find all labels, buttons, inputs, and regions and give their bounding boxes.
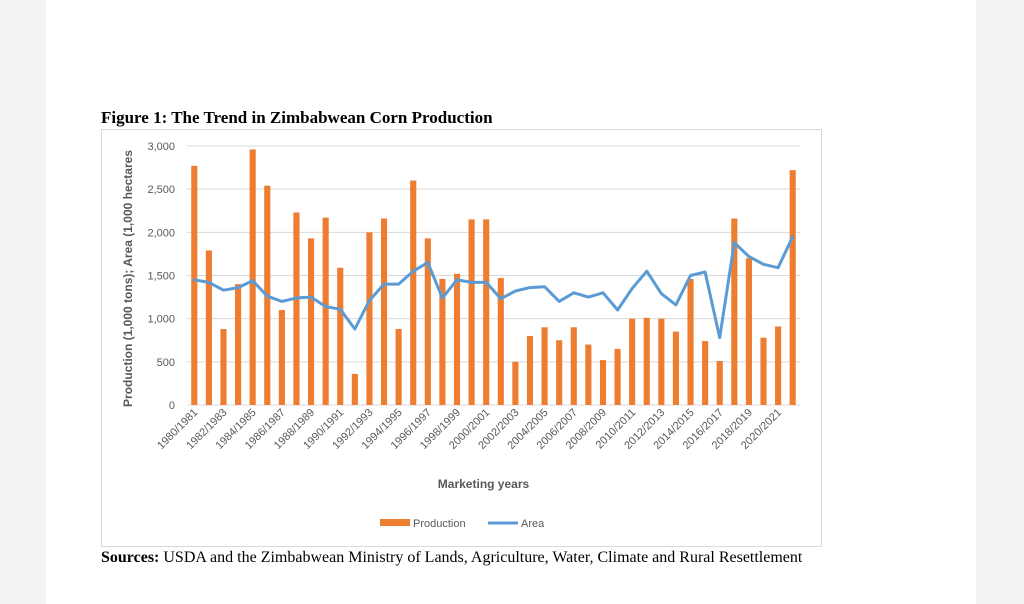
sources-label: Sources: bbox=[101, 549, 160, 566]
area-series-line bbox=[192, 235, 795, 340]
production-bar bbox=[410, 180, 417, 405]
production-bar bbox=[585, 344, 592, 405]
production-bar bbox=[775, 326, 782, 405]
production-bar bbox=[687, 278, 694, 405]
production-bar bbox=[614, 348, 621, 405]
legend-production-swatch bbox=[380, 519, 410, 526]
production-bar bbox=[512, 361, 519, 405]
production-bar bbox=[395, 329, 402, 405]
production-bar bbox=[643, 317, 650, 405]
production-bar bbox=[497, 278, 504, 405]
sources-text: USDA and the Zimbabwean Ministry of Land… bbox=[163, 549, 803, 566]
sources-note: Sources: USDA and the Zimbabwean Ministr… bbox=[101, 548, 861, 567]
production-bar bbox=[322, 217, 329, 405]
y-tick-label: 1,000 bbox=[147, 314, 175, 326]
production-bar bbox=[191, 165, 198, 405]
y-tick-label: 2,500 bbox=[147, 184, 175, 196]
production-bar bbox=[249, 149, 256, 405]
production-bars bbox=[191, 149, 796, 405]
production-bar bbox=[745, 258, 752, 405]
y-tick-label: 500 bbox=[157, 357, 175, 369]
y-axis-ticks: 0 500 1,000 1,500 2,000 2,500 3,000 bbox=[147, 141, 175, 412]
production-bar bbox=[672, 331, 680, 405]
production-bar bbox=[366, 232, 373, 405]
production-bar bbox=[760, 337, 767, 405]
production-bar bbox=[599, 360, 607, 405]
production-bar bbox=[278, 310, 285, 405]
chart-frame: 0 500 1,000 1,500 2,000 2,500 3,000 1980/1981 1… bbox=[101, 129, 822, 547]
production-bar bbox=[483, 219, 490, 405]
production-bar bbox=[702, 341, 709, 405]
legend-production-label: Production bbox=[413, 518, 466, 530]
y-tick-label: 2,000 bbox=[147, 227, 175, 239]
production-bar bbox=[220, 329, 227, 405]
x-axis-ticks: 1980/19811982/19831984/19851986/19871988… bbox=[155, 407, 784, 452]
x-axis-title: Marketing years bbox=[438, 477, 530, 491]
production-bar bbox=[526, 335, 534, 405]
production-bar bbox=[453, 273, 461, 405]
legend-area-label: Area bbox=[521, 518, 545, 530]
production-bar bbox=[439, 278, 446, 405]
production-bar bbox=[541, 327, 548, 405]
y-tick-label: 1,500 bbox=[147, 271, 175, 283]
gridlines bbox=[187, 145, 800, 406]
production-bar bbox=[235, 284, 242, 405]
y-axis-title: Production (1,000 tons); Area (1,000 hec… bbox=[121, 150, 135, 407]
production-bar bbox=[468, 219, 475, 405]
legend: Production Area bbox=[380, 518, 545, 530]
production-bar bbox=[337, 267, 344, 405]
production-bar bbox=[424, 238, 431, 405]
production-bar bbox=[731, 218, 738, 405]
production-bar bbox=[658, 318, 665, 405]
production-bar bbox=[293, 212, 300, 405]
production-bar bbox=[629, 318, 636, 405]
y-tick-label: 3,000 bbox=[147, 141, 175, 153]
production-bar bbox=[556, 340, 563, 405]
production-bar bbox=[716, 360, 723, 405]
production-bar bbox=[380, 218, 388, 405]
production-bar bbox=[570, 327, 577, 405]
area-line bbox=[192, 235, 795, 340]
production-bar bbox=[307, 238, 315, 405]
corn-production-chart: 0 500 1,000 1,500 2,000 2,500 3,000 1980/19811… bbox=[121, 141, 800, 530]
production-bar bbox=[205, 250, 212, 405]
production-bar bbox=[789, 170, 796, 405]
y-tick-label: 0 bbox=[169, 400, 175, 412]
production-bar bbox=[351, 373, 358, 405]
figure-title: Figure 1: The Trend in Zimbabwean Corn P… bbox=[101, 108, 493, 127]
